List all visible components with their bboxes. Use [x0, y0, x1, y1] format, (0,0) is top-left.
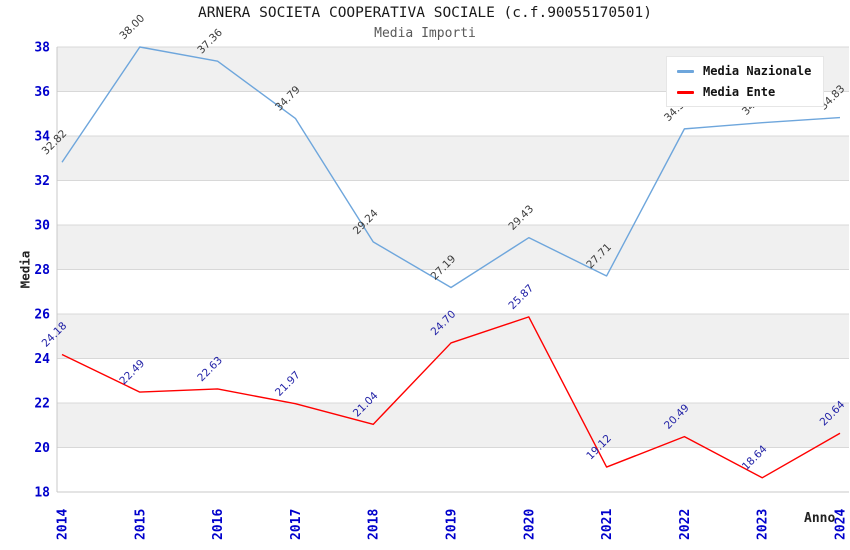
band [57, 403, 849, 448]
x-tick-label: 2024 [834, 509, 849, 540]
y-tick-label: 34 [34, 130, 50, 145]
band [57, 225, 849, 270]
band [57, 314, 849, 359]
y-tick-label: 24 [34, 352, 50, 367]
legend: Media Nazionale Media Ente [666, 56, 825, 107]
x-tick-label: 2015 [133, 509, 148, 540]
x-tick-label: 2021 [600, 509, 615, 540]
y-tick-label: 20 [34, 441, 50, 456]
media-ente-point-label: 22.49 [117, 357, 147, 387]
y-tick-label: 22 [34, 397, 50, 412]
x-tick-label: 2018 [367, 509, 382, 540]
x-tick-label: 2022 [678, 509, 693, 540]
legend-item-media-ente[interactable]: Media Ente [677, 85, 811, 99]
band [57, 136, 849, 181]
y-tick-label: 18 [34, 486, 50, 501]
x-tick-label: 2020 [522, 509, 537, 540]
x-tick-label: 2019 [445, 509, 460, 540]
media-ente-point-label: 21.97 [273, 369, 303, 399]
media-nazionale-line [61, 46, 841, 289]
y-tick-label: 30 [34, 219, 50, 234]
y-tick-label: 28 [34, 263, 50, 278]
x-tick-label: 2016 [211, 509, 226, 540]
media-nazionale-point-label: 38.00 [117, 12, 147, 42]
legend-label-media-ente: Media Ente [703, 85, 776, 99]
media-nazionale-line-swatch-icon [677, 69, 694, 73]
y-tick-label: 38 [34, 41, 50, 56]
x-tick-label: 2014 [56, 509, 71, 540]
media-ente-line [61, 316, 841, 479]
x-tick-label: 2017 [289, 509, 304, 540]
y-tick-label: 26 [34, 308, 50, 323]
x-tick-label: 2023 [756, 509, 771, 540]
legend-item-media-nazionale[interactable]: Media Nazionale [677, 64, 811, 78]
y-tick-label: 36 [34, 85, 50, 100]
media-ente-line-swatch-icon [677, 90, 694, 94]
x-axis-title: Anno [804, 511, 836, 526]
chart-title: ARNERA SOCIETA COOPERATIVA SOCIALE (c.f.… [198, 5, 652, 21]
legend-label-media-nazionale: Media Nazionale [703, 64, 812, 78]
chart-subtitle: Media Importi [374, 26, 476, 41]
y-axis-title: Media [17, 250, 33, 289]
y-tick-label: 32 [34, 174, 50, 189]
media-ente-point-label: 25.87 [506, 282, 536, 312]
